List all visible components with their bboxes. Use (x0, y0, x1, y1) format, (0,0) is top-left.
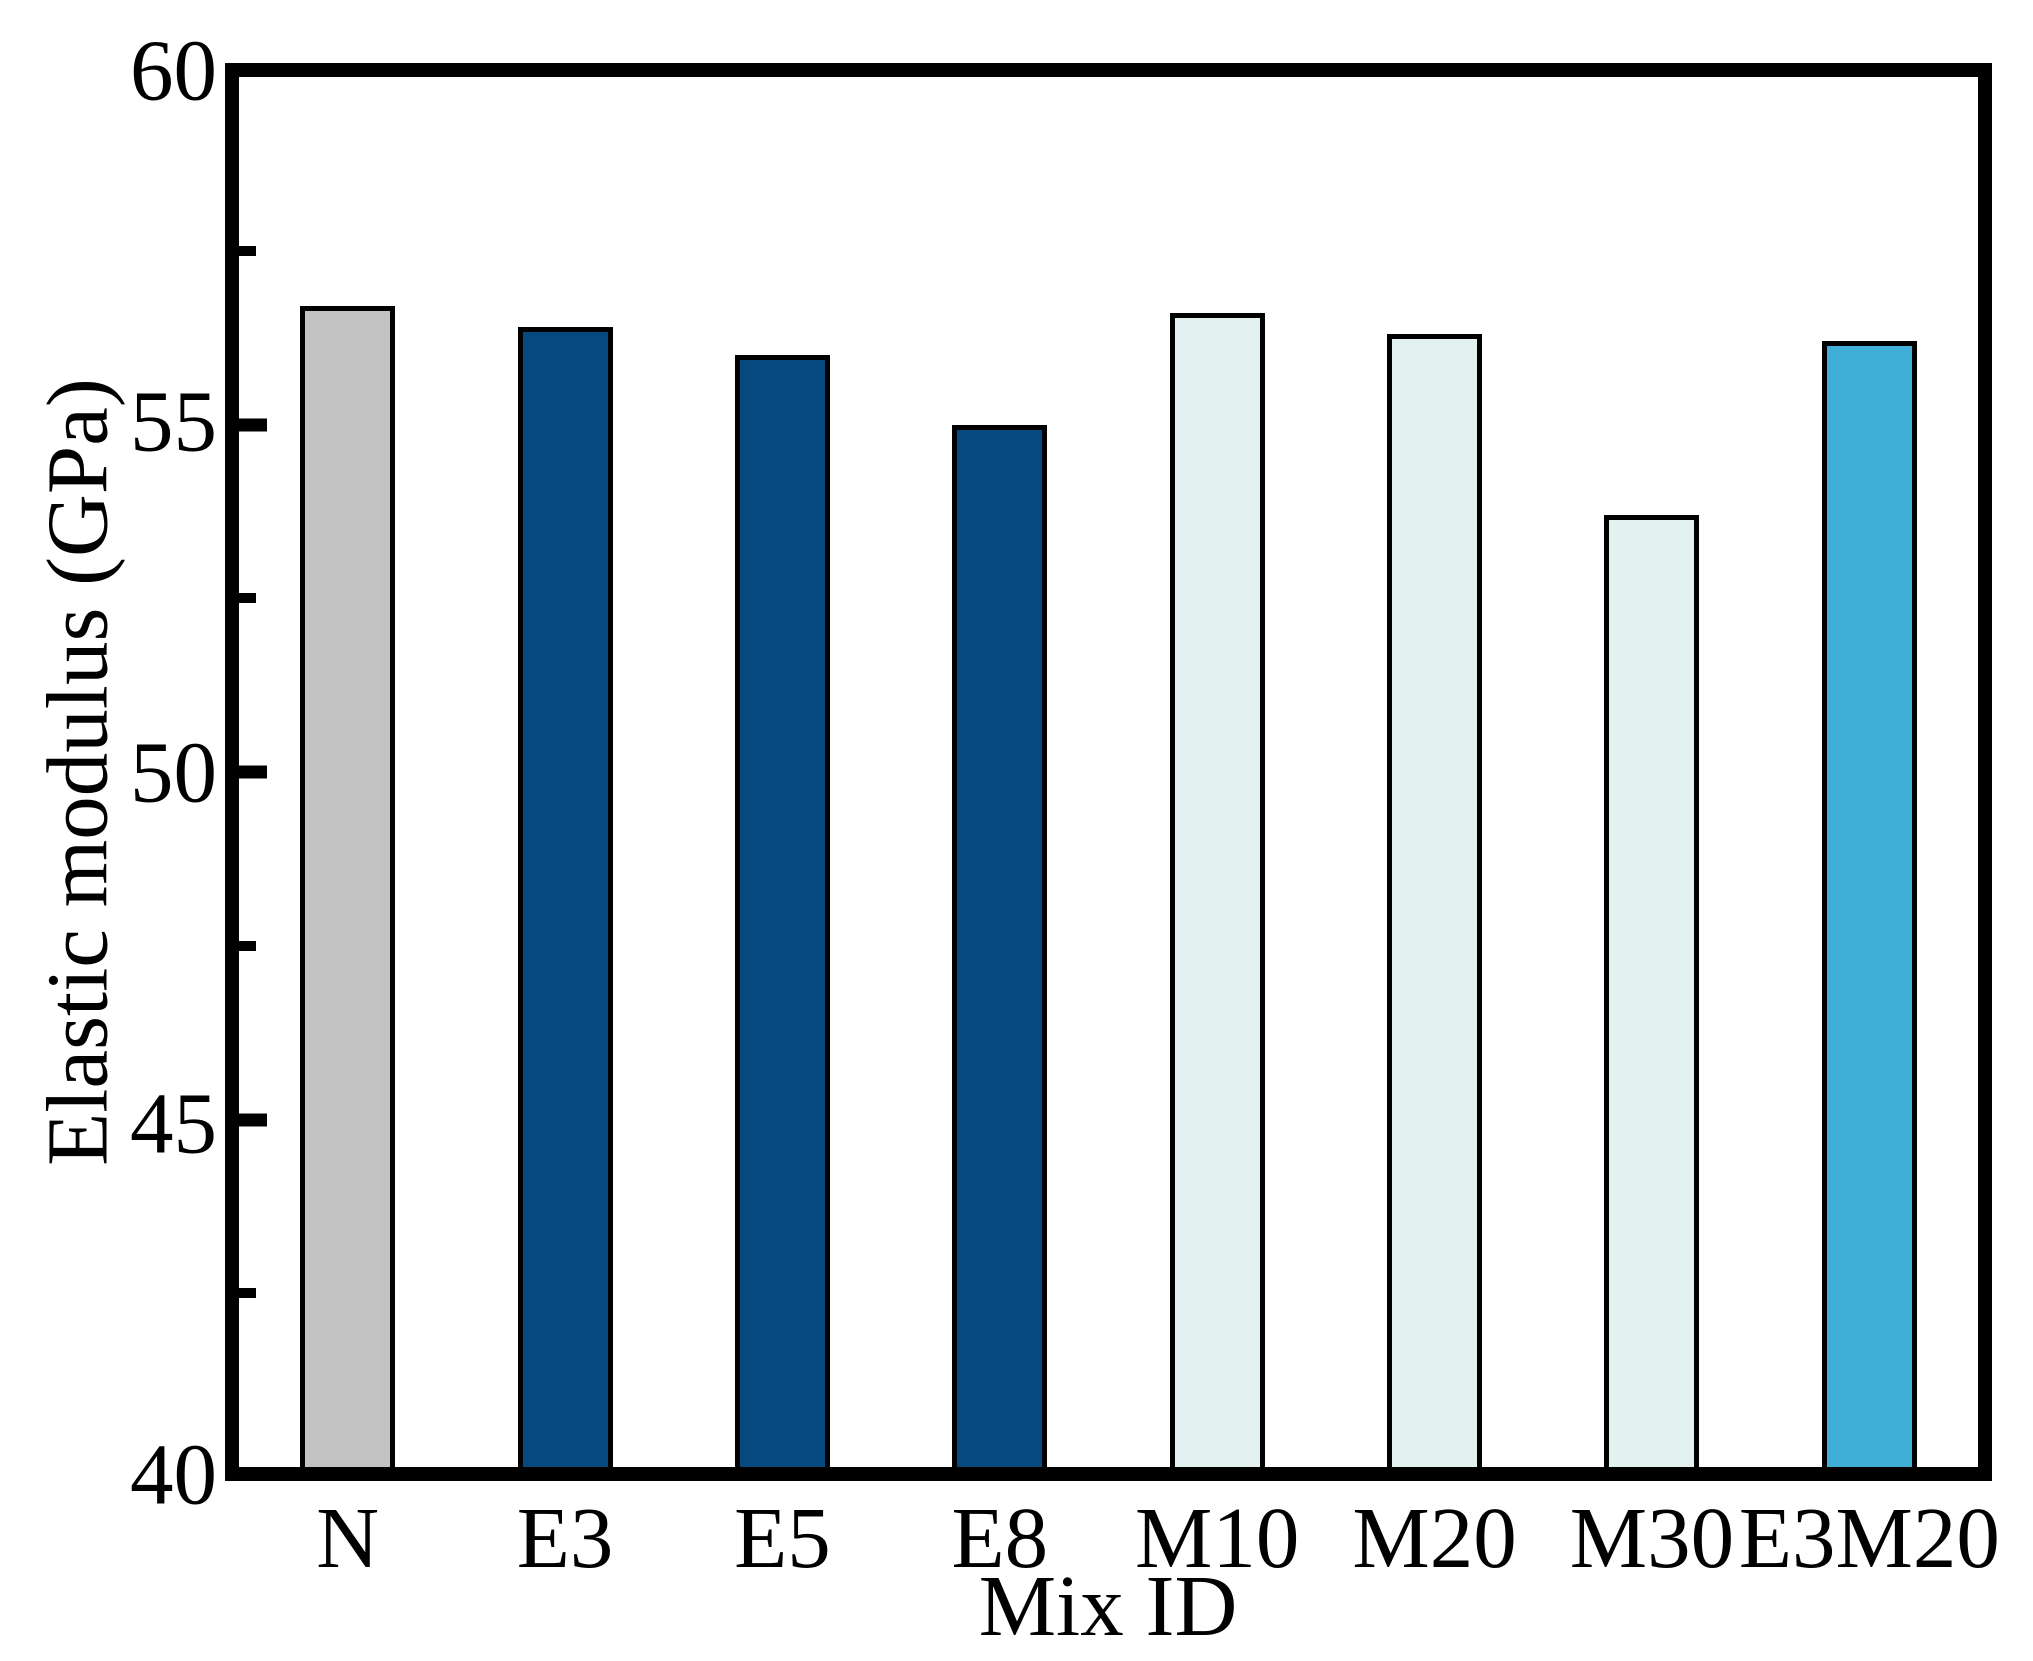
y-minor-tick (239, 1288, 256, 1299)
bar-N (300, 306, 396, 1467)
y-tick-label: 40 (130, 1425, 217, 1523)
x-tick-label-E8: E8 (951, 1489, 1049, 1586)
y-tick-label: 45 (130, 1074, 217, 1172)
x-tick-label-E5: E5 (734, 1489, 831, 1586)
bar-M10 (1169, 313, 1265, 1467)
plot-inner-area (239, 77, 1978, 1467)
bar-E8 (952, 424, 1048, 1467)
y-minor-tick (239, 593, 256, 604)
y-minor-tick (239, 940, 256, 951)
y-major-tick (239, 418, 267, 431)
y-tick-label: 55 (130, 372, 217, 470)
x-tick-label-N: N (316, 1489, 380, 1586)
bar-E3 (517, 327, 613, 1467)
plot-area (225, 63, 1992, 1481)
bar-M20 (1387, 334, 1483, 1467)
x-tick-label-M30: M30 (1569, 1489, 1735, 1586)
x-tick-label-M20: M20 (1352, 1489, 1517, 1586)
x-axis-title: Mix ID (978, 1557, 1238, 1654)
x-tick-label-M10: M10 (1135, 1489, 1300, 1586)
y-minor-tick (239, 245, 256, 256)
bar-E5 (734, 355, 830, 1467)
y-major-tick (239, 1113, 267, 1126)
y-major-tick (239, 765, 267, 779)
bar-M30 (1604, 514, 1700, 1467)
x-tick-label-E3M20: E3M20 (1738, 1489, 2000, 1586)
x-tick-label-E3: E3 (516, 1489, 614, 1586)
y-tick-label: 50 (130, 723, 217, 821)
y-tick-label: 60 (130, 21, 217, 119)
bar-E3M20 (1821, 341, 1917, 1467)
